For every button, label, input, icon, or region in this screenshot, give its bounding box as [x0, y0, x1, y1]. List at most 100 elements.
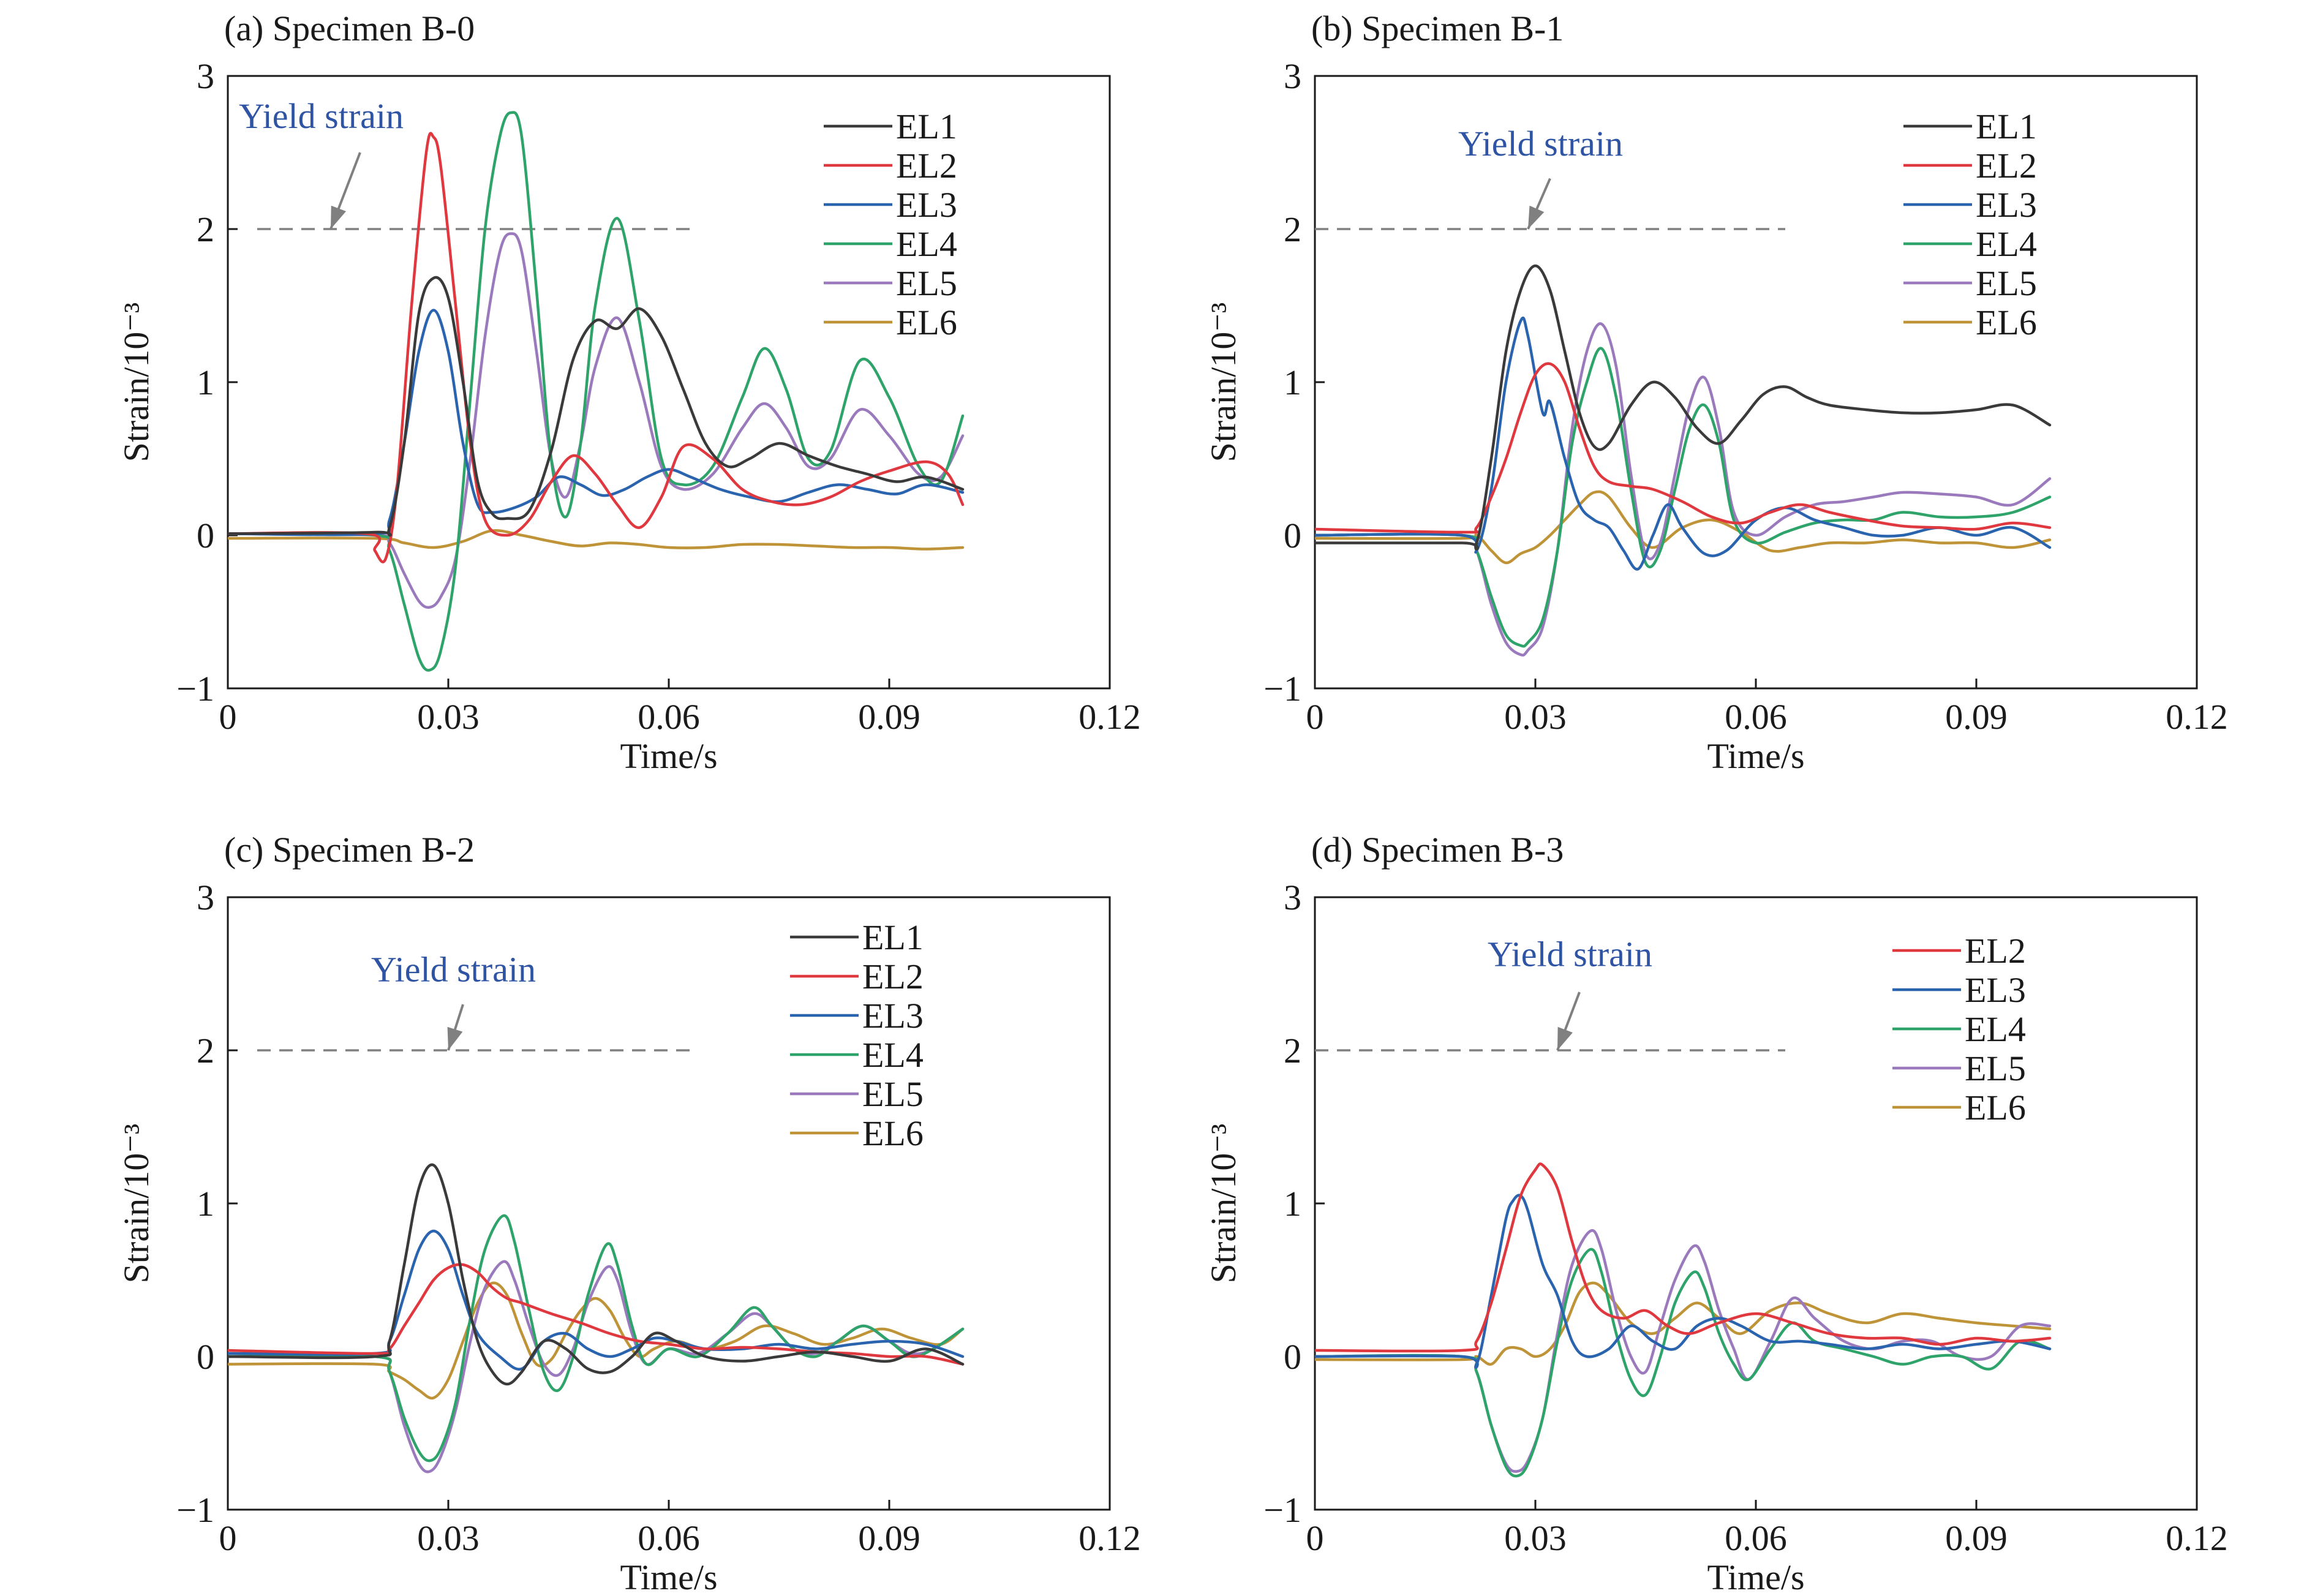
series-line-el3 — [1315, 1194, 2052, 1369]
series-line-el2 — [228, 1263, 965, 1366]
legend-label-el6: EL6 — [1965, 1088, 2026, 1127]
x-axis-label: Time/s — [1707, 1557, 1804, 1596]
yield-strain-label: Yield strain — [371, 950, 536, 990]
legend-label-el2: EL2 — [896, 146, 957, 186]
plot-frame — [1314, 75, 2198, 690]
x-tick-label: 0.12 — [1078, 697, 1141, 737]
legend-label-el3: EL3 — [1976, 185, 2037, 225]
legend-label-el5: EL5 — [1976, 263, 2037, 303]
series-group — [228, 111, 965, 672]
legend-label-el4: EL4 — [862, 1035, 924, 1075]
x-tick-label: 0.03 — [1504, 697, 1567, 737]
series-line-el6 — [228, 529, 965, 551]
y-tick-label: 0 — [197, 516, 214, 555]
legend-label-el1: EL1 — [862, 917, 924, 957]
annotation-arrow-head — [447, 1026, 463, 1050]
legend-label-el5: EL5 — [862, 1074, 924, 1114]
panel-c: (c) Specimen B-20 0.03 0.06 0.09 0.12−10123T… — [116, 830, 1141, 1596]
y-tick-label: −1 — [176, 669, 214, 709]
y-tick-label: 0 — [1284, 1337, 1301, 1377]
x-tick-label: 0.09 — [1945, 1518, 2008, 1558]
panel-a: (a) Specimen B-00 0.03 0.06 0.09 0.12−10123T… — [116, 9, 1141, 776]
legend-label-el4: EL4 — [896, 224, 957, 264]
legend-label-el4: EL4 — [1976, 224, 2037, 264]
x-tick-label: 0.09 — [1945, 697, 2008, 737]
x-tick-label: 0.06 — [1725, 1518, 1787, 1558]
panel-title: (d) Specimen B-3 — [1311, 830, 1564, 870]
legend-label-el1: EL1 — [1976, 107, 2037, 146]
x-tick-label: 0 — [1306, 1518, 1324, 1558]
yield-strain-label: Yield strain — [1458, 124, 1623, 164]
series-line-el4 — [228, 1214, 965, 1462]
x-tick-label: 0.06 — [1725, 697, 1787, 737]
y-tick-label: 3 — [1284, 878, 1301, 917]
series-line-el6 — [1315, 1281, 2052, 1366]
x-tick-label: 0.12 — [2166, 1518, 2228, 1558]
panel-title: (a) Specimen B-0 — [224, 9, 475, 48]
yield-strain-label: Yield strain — [239, 96, 404, 136]
y-tick-label: 2 — [197, 209, 214, 249]
series-line-el1 — [1315, 264, 2052, 551]
panel-title: (c) Specimen B-2 — [224, 830, 475, 870]
yield-strain-label: Yield strain — [1488, 935, 1652, 974]
series-line-el6 — [1315, 490, 2052, 565]
annotation-arrow-head — [1557, 1026, 1573, 1050]
x-tick-label: 0.06 — [638, 697, 700, 737]
x-tick-label: 0.09 — [858, 1518, 920, 1558]
y-tick-label: 1 — [1284, 363, 1301, 402]
series-line-el1 — [228, 276, 965, 537]
y-tick-label: 1 — [197, 363, 214, 402]
y-tick-label: 2 — [197, 1031, 214, 1071]
series-line-el5 — [228, 1260, 965, 1474]
y-tick-label: 0 — [1284, 516, 1301, 555]
legend-label-el6: EL6 — [862, 1113, 924, 1153]
series-line-el3 — [228, 309, 965, 536]
series-line-el6 — [228, 1281, 965, 1400]
y-tick-label: 1 — [197, 1184, 214, 1224]
legend-label-el2: EL2 — [862, 957, 924, 996]
legend-label-el5: EL5 — [1965, 1048, 2026, 1088]
series-group — [1315, 264, 2052, 657]
legend-label-el5: EL5 — [896, 263, 957, 303]
legend-label-el3: EL3 — [896, 185, 957, 225]
series-line-el5 — [228, 232, 965, 609]
series-line-el4 — [228, 111, 965, 672]
x-tick-label: 0.12 — [1078, 1518, 1141, 1558]
series-group — [1315, 1162, 2052, 1478]
x-tick-label: 0 — [219, 1518, 237, 1558]
plot-frame — [1314, 896, 2198, 1511]
legend-label-el4: EL4 — [1965, 1009, 2026, 1049]
x-axis-label: Time/s — [620, 736, 717, 776]
legend-label-el3: EL3 — [1965, 970, 2026, 1010]
y-tick-label: 3 — [197, 56, 214, 96]
legend-label-el6: EL6 — [896, 303, 957, 342]
annotation-arrow-head — [331, 205, 347, 229]
series-line-el4 — [1315, 1248, 2052, 1478]
legend-label-el2: EL2 — [1965, 931, 2026, 971]
legend-label-el6: EL6 — [1976, 303, 2037, 342]
series-line-el1 — [228, 1163, 965, 1386]
x-tick-label: 0.06 — [638, 1518, 700, 1558]
panel-d: (d) Specimen B-30 0.03 0.06 0.09 0.12−10123T… — [1203, 830, 2228, 1596]
y-tick-label: 0 — [197, 1337, 214, 1377]
y-tick-label: −1 — [1263, 669, 1301, 709]
y-tick-label: 2 — [1284, 1031, 1301, 1071]
annotation-arrow-head — [1528, 205, 1545, 229]
y-axis-label: Strain/10⁻³ — [116, 303, 156, 462]
y-tick-label: −1 — [176, 1490, 214, 1530]
x-tick-label: 0.09 — [858, 697, 920, 737]
x-axis-label: Time/s — [1707, 736, 1804, 776]
x-tick-label: 0.03 — [417, 697, 480, 737]
series-line-el4 — [1315, 347, 2052, 648]
series-line-el2 — [1315, 1162, 2052, 1353]
panel-b: (b) Specimen B-10 0.03 0.06 0.09 0.12−10123T… — [1203, 9, 2228, 776]
series-line-el2 — [1315, 362, 2052, 534]
y-tick-label: 3 — [197, 878, 214, 917]
y-tick-label: 2 — [1284, 209, 1301, 249]
y-axis-label: Strain/10⁻³ — [1203, 1124, 1243, 1284]
x-tick-label: 0 — [219, 697, 237, 737]
